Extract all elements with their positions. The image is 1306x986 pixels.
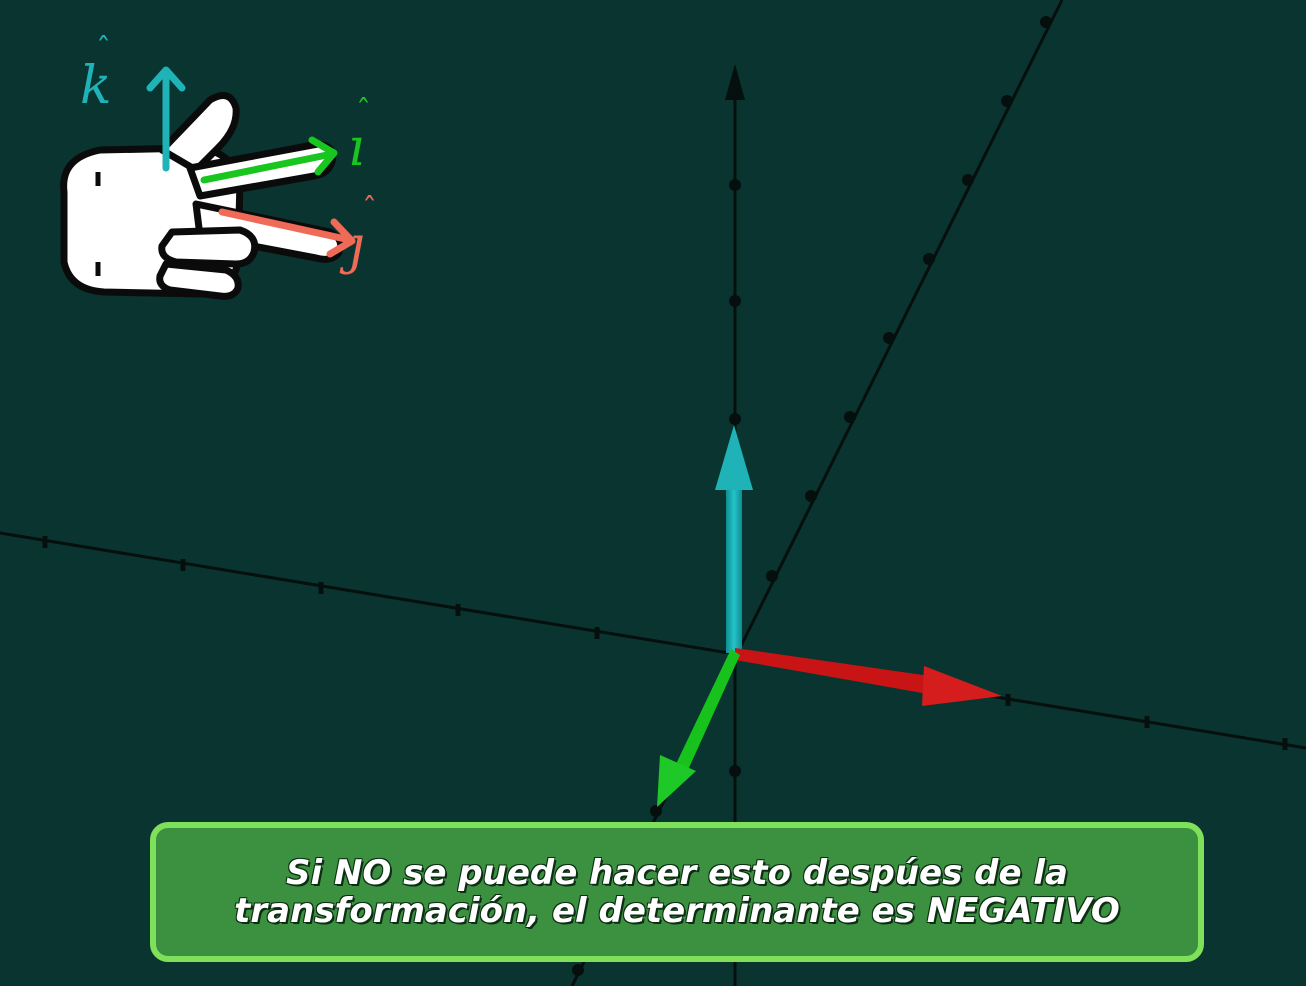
k-hat-caret: ˆ: [96, 32, 111, 67]
k-hat-label: ˆ k: [80, 32, 112, 113]
horizontal-axis-ticks: [42, 536, 1288, 750]
j-arrow-icon: [218, 208, 356, 258]
caption-line-2: transformación, el determinante es NEGAT…: [234, 891, 1120, 931]
i-hat-label: ˆ ı: [348, 94, 371, 175]
diagonal-axis: [570, 0, 1064, 986]
red-right-vector: [735, 648, 1002, 706]
horizontal-axis: [0, 531, 1306, 750]
i-label-text: ı: [348, 118, 365, 178]
hand-icon: [60, 92, 345, 300]
diagonal-axis-ticks: [572, 16, 1052, 976]
i-arrow-icon: [200, 136, 338, 184]
vertical-axis-ticks: [729, 179, 741, 777]
j-hat-label: ˆ ȷ: [348, 192, 377, 273]
green-down-vector: [657, 649, 740, 807]
i-hat-caret: ˆ: [356, 94, 371, 129]
k-label-text: k: [80, 56, 112, 116]
right-hand-rule-icon: [60, 66, 356, 300]
k-arrow-icon: [146, 66, 186, 172]
j-hat-caret: ˆ: [362, 192, 377, 227]
vertical-axis-arrowhead: [725, 64, 745, 100]
j-label-text: ȷ: [348, 216, 365, 276]
caption-line-1: Si NO se puede hacer esto despúes de la: [286, 853, 1068, 893]
cyan-up-vector: [715, 425, 753, 653]
caption-box: Si NO se puede hacer esto despúes de la …: [150, 822, 1204, 962]
